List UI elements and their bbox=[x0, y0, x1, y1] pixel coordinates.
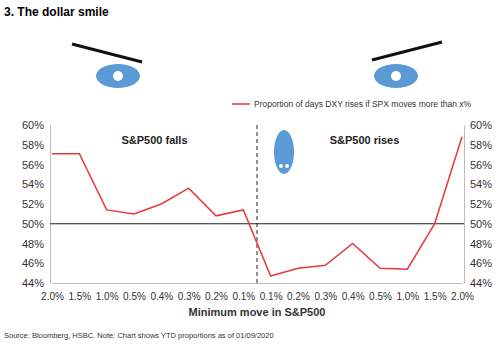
y-tick-label: 52% bbox=[22, 198, 44, 210]
x-tick: 0.2% bbox=[205, 283, 228, 302]
y2-tick-label: 56% bbox=[470, 159, 492, 171]
x-tick: 0.2% bbox=[287, 283, 310, 302]
y2-tick: 60% bbox=[464, 119, 492, 131]
y-tick: 54% bbox=[22, 178, 50, 190]
y-tick-label: 48% bbox=[22, 238, 44, 250]
y2-tick: 58% bbox=[464, 139, 492, 151]
y-tick: 44% bbox=[22, 277, 50, 289]
legend-swatch bbox=[232, 103, 250, 105]
legend-label: Proportion of days DXY rises if SPX move… bbox=[254, 99, 472, 109]
chart: 3. The dollar smile 44% 46% 48% 50% 52% 54% 56%… bbox=[0, 0, 499, 344]
y-tick-label: 54% bbox=[22, 178, 44, 190]
nose-dot bbox=[285, 164, 289, 168]
x-tick: 0.3% bbox=[314, 283, 337, 302]
y2-tick: 52% bbox=[464, 198, 492, 210]
y-tick-label: 60% bbox=[22, 119, 44, 131]
x-tick-label: 0.2% bbox=[205, 291, 228, 302]
x-tick-label: 0.5% bbox=[369, 291, 392, 302]
divider bbox=[257, 125, 258, 283]
y-axis: 44% 46% 48% 50% 52% 54% 56% 58% 60% bbox=[22, 119, 51, 289]
x-tick-label: 1.5% bbox=[68, 291, 91, 302]
y2-tick-label: 44% bbox=[470, 277, 492, 289]
series-group bbox=[52, 137, 462, 276]
y2-axis-line bbox=[464, 126, 465, 284]
x-tick: 0.5% bbox=[123, 283, 146, 302]
y2-tick-label: 58% bbox=[470, 139, 492, 151]
y2-tick: 44% bbox=[464, 277, 492, 289]
y2-tick-label: 48% bbox=[470, 238, 492, 250]
x-tick: 0.3% bbox=[178, 283, 201, 302]
eyebrow bbox=[372, 42, 442, 60]
x-axis-title: Minimum move in S&P500 bbox=[189, 306, 326, 318]
x-tick-label: 1.5% bbox=[424, 291, 447, 302]
x-tick-label: 0.4% bbox=[150, 291, 173, 302]
y2-tick: 46% bbox=[464, 257, 492, 269]
x-tick: 1.0% bbox=[96, 283, 119, 302]
pupil bbox=[113, 71, 123, 81]
y-tick: 48% bbox=[22, 238, 50, 250]
x-tick: 1.0% bbox=[396, 283, 419, 302]
y-tick: 58% bbox=[22, 139, 50, 151]
eyebrow bbox=[72, 44, 142, 62]
x-axis-line bbox=[53, 283, 463, 284]
x-tick: 0.4% bbox=[342, 283, 365, 302]
x-tick-label: 0.3% bbox=[178, 291, 201, 302]
y-tick: 56% bbox=[22, 159, 50, 171]
y-tick-label: 50% bbox=[22, 218, 44, 230]
x-tick: 0.1% bbox=[260, 283, 283, 302]
y2-tick: 54% bbox=[464, 178, 492, 190]
y-axis-line bbox=[50, 126, 51, 284]
nose-dot bbox=[279, 164, 283, 168]
x-tick-label: 2.0% bbox=[41, 291, 64, 302]
x-tick-label: 1.0% bbox=[396, 291, 419, 302]
x-tick-label: 0.3% bbox=[314, 291, 337, 302]
y2-tick-label: 46% bbox=[470, 257, 492, 269]
x-tick: 0.1% bbox=[232, 283, 255, 302]
y2-tick-label: 54% bbox=[470, 178, 492, 190]
pupil bbox=[391, 71, 401, 81]
x-tick: 2.0% bbox=[451, 283, 474, 302]
eye bbox=[374, 64, 418, 88]
y-tick-label: 44% bbox=[22, 277, 44, 289]
y-tick-label: 58% bbox=[22, 139, 44, 151]
y-tick: 46% bbox=[22, 257, 50, 269]
x-tick: 0.4% bbox=[150, 283, 173, 302]
y2-tick-label: 60% bbox=[470, 119, 492, 131]
nose bbox=[274, 130, 294, 174]
y2-tick-label: 52% bbox=[470, 198, 492, 210]
x-tick-label: 0.1% bbox=[260, 291, 283, 302]
y-tick-label: 56% bbox=[22, 159, 44, 171]
x-tick-label: 1.0% bbox=[96, 291, 119, 302]
eye bbox=[96, 64, 140, 88]
x-tick: 1.5% bbox=[424, 283, 447, 302]
y2-tick: 48% bbox=[464, 238, 492, 250]
y-tick: 52% bbox=[22, 198, 50, 210]
x-tick-label: 2.0% bbox=[451, 291, 474, 302]
legend: Proportion of days DXY rises if SPX move… bbox=[232, 99, 472, 109]
x-tick-label: 0.2% bbox=[287, 291, 310, 302]
x-tick: 2.0% bbox=[41, 283, 64, 302]
y2-axis: 44% 46% 48% 50% 52% 54% 56% 58% 60% bbox=[464, 119, 492, 289]
y2-tick: 56% bbox=[464, 159, 492, 171]
y2-tick: 50% bbox=[464, 218, 492, 230]
annotation: S&P500 falls bbox=[121, 134, 187, 146]
y-tick: 50% bbox=[22, 218, 50, 230]
x-tick: 1.5% bbox=[68, 283, 91, 302]
x-tick-label: 0.5% bbox=[123, 291, 146, 302]
x-tick: 0.5% bbox=[369, 283, 392, 302]
x-tick-label: 0.1% bbox=[232, 291, 255, 302]
y2-tick-label: 50% bbox=[470, 218, 492, 230]
y-tick: 60% bbox=[22, 119, 50, 131]
source: Source: Bloomberg, HSBC. Note: Chart sho… bbox=[4, 331, 274, 340]
x-axis: 2.0% 1.5% 1.0% 0.5% 0.4% 0.3% 0.2% 0.1% 0.1% 0.2%… bbox=[41, 283, 474, 302]
y-tick-label: 46% bbox=[22, 257, 44, 269]
title: 3. The dollar smile bbox=[4, 5, 109, 19]
x-tick-label: 0.4% bbox=[342, 291, 365, 302]
series-line bbox=[52, 137, 462, 276]
annotation: S&P500 rises bbox=[330, 134, 400, 146]
